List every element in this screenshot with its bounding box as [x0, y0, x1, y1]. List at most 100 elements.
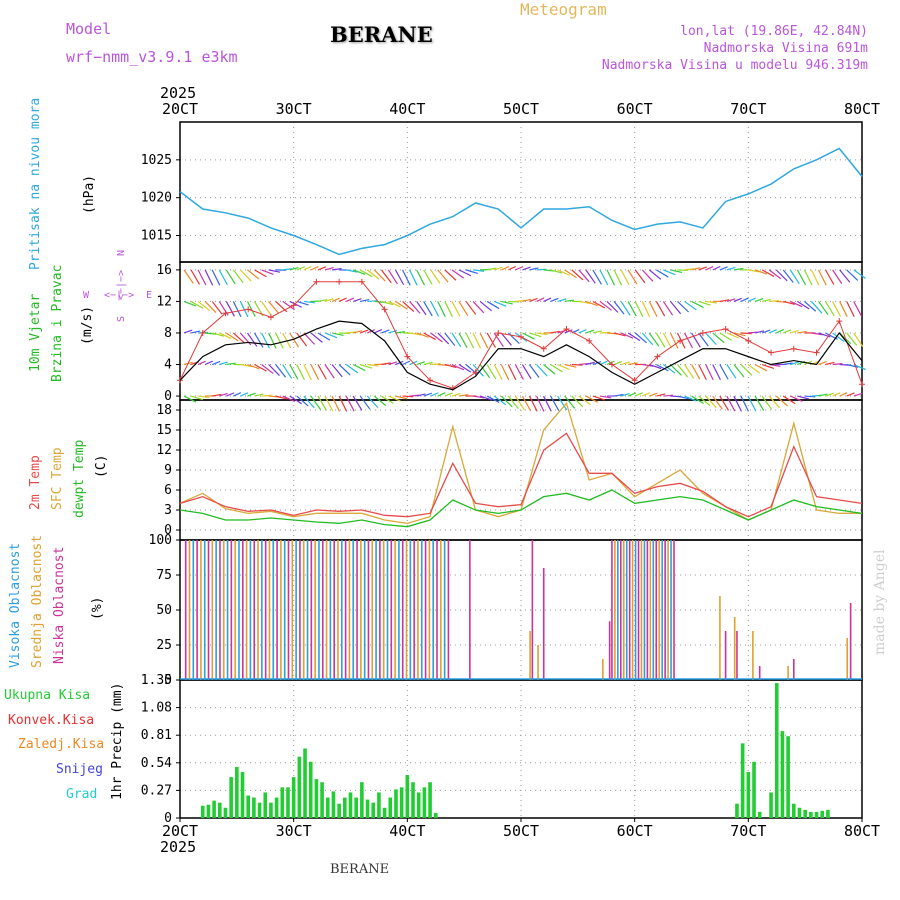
wind-arrow [388, 300, 401, 308]
wind-arrow [634, 301, 644, 317]
wind-arrow [246, 301, 256, 317]
precip-bar [399, 787, 404, 818]
precip-bar [769, 792, 773, 818]
wind-arrow [592, 300, 606, 309]
wind-arrow [225, 269, 236, 285]
wind-arrow [599, 300, 612, 311]
wind-arrow [761, 298, 772, 303]
precip-bar [735, 803, 739, 818]
wind-arrow [712, 332, 725, 344]
wind-arrow [564, 395, 576, 409]
wind-arrow [691, 267, 701, 271]
wind-arrow [388, 329, 398, 334]
wind-arrow [388, 361, 397, 366]
wind-arrow [564, 363, 577, 368]
wind-arrow [740, 395, 749, 412]
precip-bar [382, 807, 387, 818]
wind-arrow [825, 361, 835, 366]
wind-arrow [662, 301, 674, 316]
wind-arrow [352, 395, 363, 411]
wind-arrow [275, 364, 287, 378]
wind-arrow [430, 363, 441, 366]
wind-arrow [705, 332, 717, 345]
wind-arrow [846, 269, 859, 281]
wind-arrow [825, 269, 835, 285]
precip-bar [212, 800, 216, 818]
wind-arrow [373, 395, 387, 407]
y-tick-label: 0 [164, 523, 172, 538]
precip-bar [774, 683, 779, 818]
wind-arrow [226, 362, 236, 366]
wind-arrow [620, 392, 630, 397]
legend-hail: Grad [66, 787, 98, 802]
wind-arrow [627, 332, 641, 342]
precip-bar [433, 812, 438, 818]
wind-arrow [677, 364, 689, 378]
wind-arrow [493, 364, 503, 380]
wind-arrow [409, 269, 418, 286]
wind-arrow [246, 332, 258, 347]
wind-arrow [493, 395, 507, 406]
wind-gust-marker [245, 306, 252, 313]
wind-arrow [782, 269, 794, 283]
wind-arrow [331, 332, 344, 337]
wind-arrow [726, 364, 737, 379]
wind-arrow [183, 300, 197, 307]
wind-arrow [360, 363, 373, 369]
wind-gust-marker [358, 278, 365, 285]
wind-arrow [508, 300, 520, 303]
precip-bar [405, 775, 410, 818]
wind-arrow [275, 332, 284, 349]
wind-arrow [289, 364, 299, 380]
precip-bar [263, 792, 268, 818]
wind-arrow [536, 364, 548, 377]
wind-arrow [310, 364, 320, 380]
wind-arrow [507, 395, 519, 409]
wind-arrow [648, 301, 658, 317]
wind-arrow [359, 269, 373, 278]
wind-arrow [790, 329, 799, 334]
compass-e: E [146, 290, 153, 301]
wind-arrow [522, 266, 531, 271]
wind-arrow [578, 329, 587, 334]
wind-arrow [804, 300, 817, 312]
wind-arrow [592, 361, 602, 366]
wind-arrow [733, 395, 742, 412]
wind-arrow [500, 364, 510, 381]
wind-arrow [247, 392, 256, 397]
wind-arrow [472, 395, 485, 399]
wind-gust-marker [336, 278, 343, 285]
y-tick-label: 0.27 [141, 783, 172, 798]
wind-gust-marker [768, 349, 775, 356]
y-tick-label: 1.35 [141, 673, 172, 688]
wind-arrow [578, 269, 590, 283]
wind-arrow [811, 332, 823, 336]
wind-arrow [197, 269, 207, 286]
wind-arrow [353, 330, 363, 334]
y-tick-label: 3 [164, 503, 172, 518]
wind-arrow [218, 269, 228, 286]
x-tick-label-bottom: 70CT [730, 822, 766, 840]
wind-arrow [832, 269, 843, 284]
wind-arrow [451, 392, 461, 397]
wind-arrow [282, 268, 293, 271]
wind-arrow [493, 300, 507, 307]
wind-arrow [515, 266, 524, 271]
elevation-label: Nadmorska Visina 691m [703, 41, 868, 56]
y-tick-label: 8 [164, 326, 172, 341]
model-name: wrf−nmm_v3.9.1 e3km [66, 48, 238, 66]
wind-arrow [656, 269, 669, 278]
wind-arrow [684, 364, 695, 379]
wind-arrow [409, 332, 422, 336]
pressure-line [179, 147, 863, 256]
wind-arrow [796, 269, 807, 285]
wind-arrow [225, 332, 239, 342]
wind-arrow [613, 393, 624, 397]
wind-arrow [275, 395, 288, 400]
wind-arrow [204, 360, 213, 366]
wind-arrow [656, 363, 669, 372]
wind-arrow [740, 297, 749, 302]
wind-arrow [211, 360, 221, 366]
wind-arrow [747, 364, 761, 374]
wind-arrow [493, 332, 504, 348]
